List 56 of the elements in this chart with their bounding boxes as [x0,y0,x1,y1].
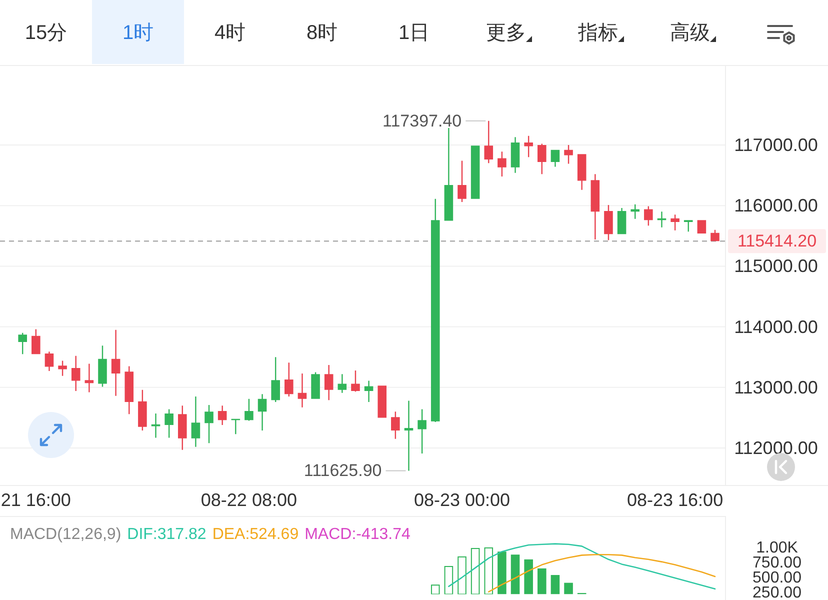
candlestick [404,400,414,471]
candlestick [604,204,613,240]
candlestick [191,396,200,447]
x-tick-label: 08-23 16:00 [627,490,724,510]
y-tick-label: 115000.00 [734,256,818,276]
y-tick-label: 750.00 [752,554,802,572]
text: 8时 [306,22,338,44]
candlestick [391,412,400,439]
y-tick-label: 114000.00 [734,316,818,337]
text: DEA:524.69 [212,525,299,545]
text: 高级 [670,21,710,44]
x-tick-label: 08-23 00:00 [414,490,510,510]
x-tick-label: 21 16:00 [0,490,71,510]
candlestick [138,390,147,430]
line-series [448,543,716,590]
ref-line-label: 115414.20 [737,232,817,251]
candlestick [364,380,374,402]
candlestick [151,413,160,438]
candlestick [338,374,347,393]
y-tick-label: 112000.00 [734,438,818,458]
y-tick-label: 500.00 [752,570,802,586]
y-tick-label: 113000.00 [734,377,818,398]
candlestick [84,364,94,392]
candlestick [18,332,27,354]
candlestick [98,346,107,387]
annotation: 117397.40 [382,111,462,130]
candlestick [644,206,653,226]
candlestick [71,356,80,392]
candlestick [111,330,120,396]
text: 1时 [122,22,154,44]
candlestick [378,386,387,418]
text: MACD:-413.74 [304,525,410,545]
candlestick [258,394,267,430]
text: 指标 [577,22,618,44]
candlestick [684,220,693,232]
annotation: 111625.90 [304,461,382,480]
candlestick [298,373,307,408]
candlestick [311,372,320,399]
candlestick [444,128,454,221]
candlestick [590,174,600,240]
candlestick [430,198,440,422]
text: DIF:317.82 [127,525,206,545]
x-tick-label: 08-22 08:00 [200,490,298,510]
line-series [488,554,716,592]
candlestick [657,212,666,228]
text: 15分 [24,22,68,44]
y-tick-label: 116000.00 [734,196,818,216]
y-tick-label: 250.00 [752,584,802,600]
text: MACD(12,26,9) [10,525,122,545]
candlestick [124,366,134,414]
y-tick-label: 1.00K [756,540,798,556]
text: 更多 [486,22,526,44]
y-tick-label: 117000.00 [734,134,818,155]
text: 1日 [398,22,430,44]
candlestick [178,406,187,450]
text: 4时 [214,22,246,44]
